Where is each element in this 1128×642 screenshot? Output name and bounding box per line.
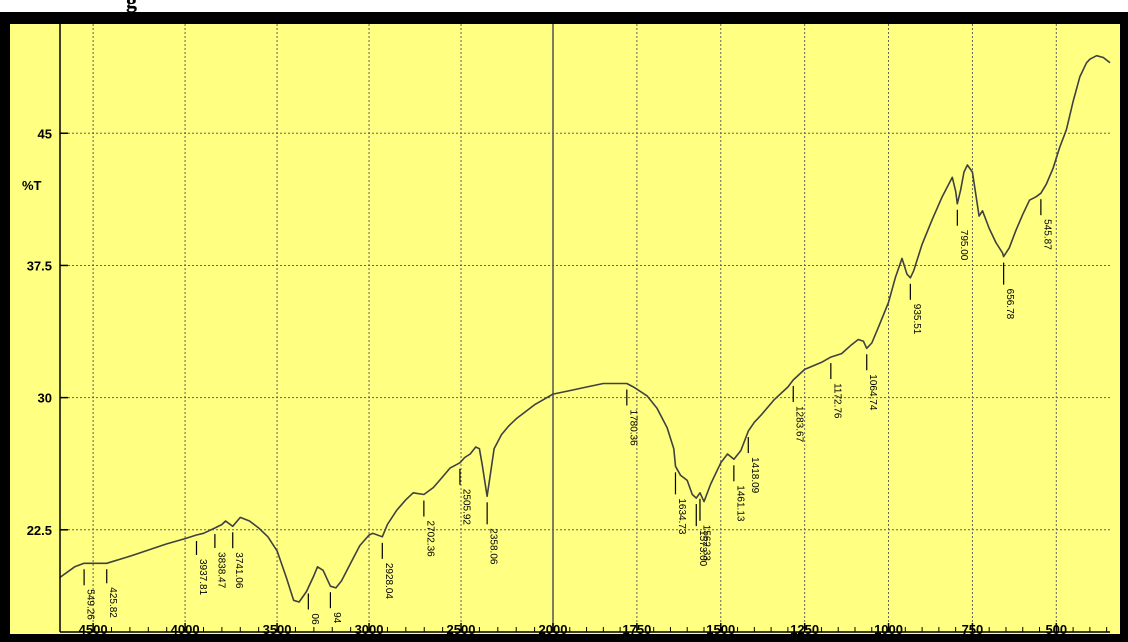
x-tick-label: 3500 [263,622,292,637]
peak-label: 545.87 [1041,219,1052,250]
spectrum-line [59,54,1111,603]
peak-label: 3741.06 [233,552,244,589]
peak-label: 2702.36 [424,521,435,558]
grid-layer [60,24,1110,632]
peak-label: 795.00 [958,230,969,261]
peak-label: 2505.92 [460,489,471,526]
peak-label: 1634.73 [676,498,687,535]
peak-label: 1283.67 [794,406,805,443]
peak-label: 1461.13 [734,485,745,522]
x-tick-label: 1250 [790,622,819,637]
y-tick-label: 30 [38,391,52,406]
x-tick-label: 1750 [622,622,651,637]
x-tick-label: 1500 [706,622,735,637]
x-tick-label: 4000 [171,622,200,637]
peak-label: 1064.74 [867,374,878,411]
x-tick-label: 3000 [355,622,384,637]
y-tick-label: 45 [38,126,52,141]
peak-label: 1562.33 [700,525,711,562]
peak-label: 1418.09 [749,457,760,494]
peak-label: 656.78 [1004,289,1015,320]
peak-label: 549.26 [85,589,96,620]
curve-layer [59,54,1111,603]
peak-label: 3838.47 [215,552,226,589]
peak-label-layer: 549.26 425.82 3937.81 3838.47 3741.06 06 94 292… [83,199,1052,626]
peak-label: 425.82 [107,587,118,618]
peak-label: 2928.04 [383,563,394,600]
tick-layer: 4500 4000 3500 3000 2500 2000 1750 1500 1250 1000… [27,24,1110,637]
x-tick-label: 1000 [874,622,903,637]
peak-label: 1172.76 [831,383,842,419]
peak-label: 06 [309,614,320,626]
x-tick-label: 2000 [539,622,568,637]
x-tick-label: 500 [1045,622,1067,637]
y-tick-label: 22.5 [27,523,52,538]
y-tick-label: 37.5 [27,258,52,273]
peak-label: 94 [331,612,342,624]
header-fragment: g [126,0,137,13]
peak-label: 935.51 [911,304,922,335]
chart-frame [0,12,1128,642]
peak-label: 3937.81 [197,559,208,596]
y-axis-label: %T [22,178,42,193]
peak-label: 1573.00 [697,530,708,567]
peak-label: 1780.36 [627,410,638,447]
x-tick-label: 750 [962,622,984,637]
x-tick-label: 2500 [447,622,476,637]
x-tick-label: 4500 [79,622,108,637]
peak-label: 2358.06 [488,528,499,565]
